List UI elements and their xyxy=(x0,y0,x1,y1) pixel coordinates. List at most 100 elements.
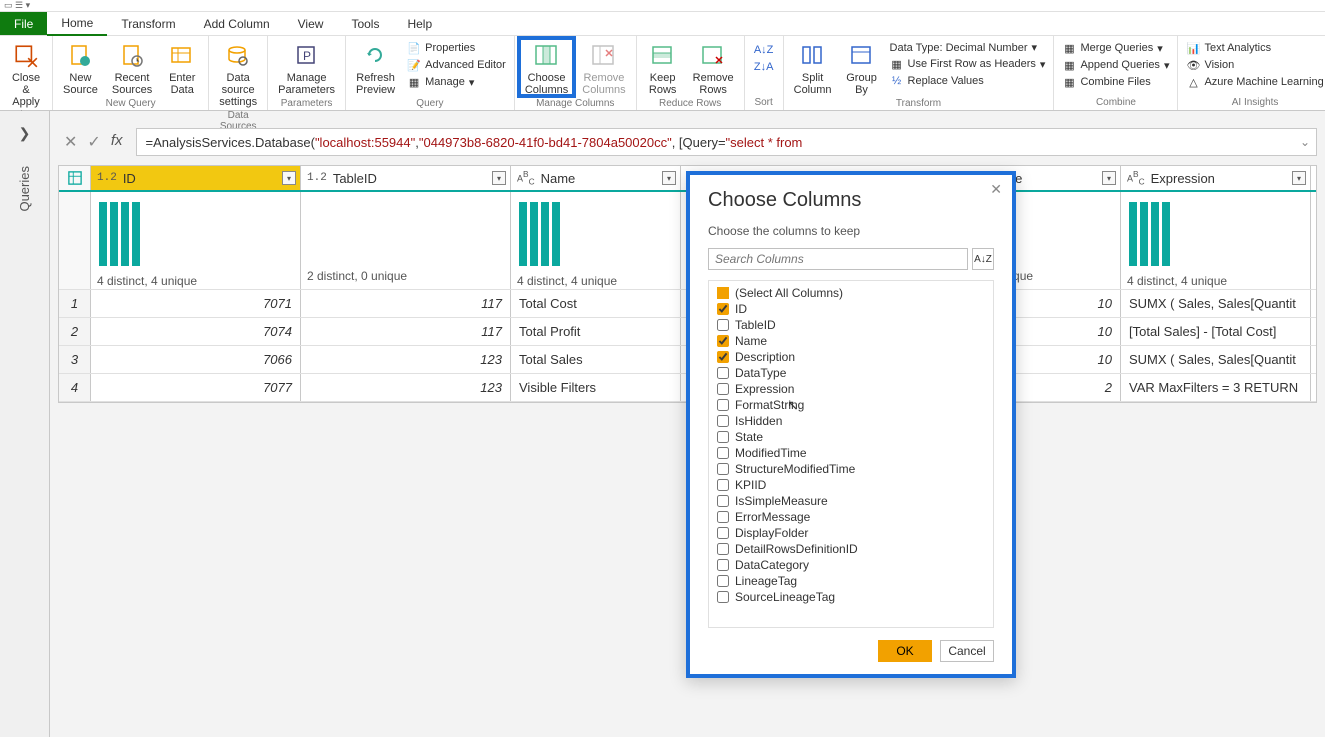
column-header-Expression[interactable]: ABCExpression▾ xyxy=(1121,166,1311,190)
data-source-settings-button[interactable]: Data source settings xyxy=(213,38,263,108)
formula-cancel-button[interactable]: ✕ xyxy=(64,132,77,152)
choose-columns-button[interactable]: Choose Columns xyxy=(519,38,574,96)
tab-home[interactable]: Home xyxy=(47,12,107,36)
column-checkbox-item[interactable]: DataCategory xyxy=(717,557,985,573)
column-checkbox[interactable] xyxy=(717,495,729,507)
enter-data-button[interactable]: Enter Data xyxy=(160,38,204,96)
column-checkbox[interactable] xyxy=(717,415,729,427)
column-checkbox[interactable] xyxy=(717,527,729,539)
search-columns-input[interactable] xyxy=(708,248,968,270)
column-checkbox-item[interactable]: KPIID xyxy=(717,477,985,493)
column-header-TableID[interactable]: 1.2TableID▾ xyxy=(301,166,511,190)
ok-button[interactable]: OK xyxy=(878,640,932,662)
combine-files-button[interactable]: ▦Combine Files xyxy=(1058,74,1173,90)
column-checkbox[interactable] xyxy=(717,591,729,603)
group-label-sort: Sort xyxy=(749,95,779,110)
tab-view[interactable]: View xyxy=(284,12,338,35)
column-checkbox-item[interactable]: TableID xyxy=(717,317,985,333)
column-filter-button[interactable]: ▾ xyxy=(662,171,676,185)
formula-expand-button[interactable]: ⌄ xyxy=(1300,135,1310,149)
remove-columns-button[interactable]: Remove Columns xyxy=(576,38,631,96)
column-filter-button[interactable]: ▾ xyxy=(1292,171,1306,185)
advanced-editor-button[interactable]: 📝Advanced Editor xyxy=(403,57,510,73)
column-checkbox-item[interactable]: SourceLineageTag xyxy=(717,589,985,605)
column-header-ID[interactable]: 1.2ID▾ xyxy=(91,166,301,190)
column-checkbox[interactable] xyxy=(717,431,729,443)
sidebar-expand-button[interactable]: ❯ xyxy=(19,125,31,142)
table-corner[interactable] xyxy=(59,166,91,190)
properties-button[interactable]: 📄Properties xyxy=(403,40,510,56)
column-checkbox-item[interactable]: ModifiedTime xyxy=(717,445,985,461)
column-checkbox-item[interactable]: DataType xyxy=(717,365,985,381)
data-type-button[interactable]: Data Type: Decimal Number ▾ xyxy=(886,40,1050,55)
column-filter-button[interactable]: ▾ xyxy=(282,171,296,185)
column-checkbox[interactable] xyxy=(717,351,729,363)
column-checkbox-item[interactable]: ID xyxy=(717,301,985,317)
sort-desc-button[interactable]: Z↓A xyxy=(753,59,775,75)
close-apply-button[interactable]: Close & Apply xyxy=(4,38,48,108)
column-checkbox[interactable] xyxy=(717,399,729,411)
cancel-button[interactable]: Cancel xyxy=(940,640,994,662)
group-label-newquery: New Query xyxy=(57,96,204,111)
column-checkbox-item[interactable]: DisplayFolder xyxy=(717,525,985,541)
sort-asc-button[interactable]: A↓Z xyxy=(753,42,775,58)
tab-help[interactable]: Help xyxy=(393,12,446,35)
headers-icon: ▦ xyxy=(890,57,904,71)
sort-columns-button[interactable]: A↓Z xyxy=(972,248,994,270)
formula-input[interactable]: = AnalysisServices.Database( "localhost:… xyxy=(136,128,1317,156)
formula-commit-button[interactable]: ✓ xyxy=(87,132,100,152)
new-source-button[interactable]: New Source xyxy=(57,38,104,96)
column-checkbox[interactable] xyxy=(717,463,729,475)
column-checkbox-item[interactable]: State xyxy=(717,429,985,445)
column-checkbox-item[interactable]: LineageTag xyxy=(717,573,985,589)
tab-file[interactable]: File xyxy=(0,12,47,35)
group-by-button[interactable]: Group By xyxy=(840,38,884,96)
column-checkbox-item[interactable]: DetailRowsDefinitionID xyxy=(717,541,985,557)
column-profile: 4 distinct, 4 unique xyxy=(1121,192,1311,289)
remove-rows-button[interactable]: Remove Rows xyxy=(687,38,740,96)
azure-ml-icon: △ xyxy=(1186,75,1200,89)
column-header-Name[interactable]: ABCName▾ xyxy=(511,166,681,190)
append-queries-button[interactable]: ▦Append Queries ▾ xyxy=(1058,57,1173,73)
column-checkbox[interactable] xyxy=(717,543,729,555)
text-analytics-button[interactable]: 📊Text Analytics xyxy=(1182,40,1325,56)
tab-tools[interactable]: Tools xyxy=(337,12,393,35)
refresh-preview-button[interactable]: Refresh Preview xyxy=(350,38,401,96)
column-checkbox-item[interactable]: Description xyxy=(717,349,985,365)
keep-rows-button[interactable]: Keep Rows xyxy=(641,38,685,96)
column-filter-button[interactable]: ▾ xyxy=(492,171,506,185)
column-checkbox[interactable] xyxy=(717,319,729,331)
column-checkbox[interactable] xyxy=(717,303,729,315)
column-checkbox[interactable] xyxy=(717,367,729,379)
column-checkbox[interactable] xyxy=(717,559,729,571)
replace-values-button[interactable]: ½Replace Values xyxy=(886,73,1050,89)
select-all-item[interactable]: (Select All Columns) xyxy=(717,285,985,301)
split-column-button[interactable]: Split Column xyxy=(788,38,838,96)
column-checkbox-item[interactable]: Expression xyxy=(717,381,985,397)
first-row-headers-button[interactable]: ▦Use First Row as Headers ▾ xyxy=(886,56,1050,72)
vision-button[interactable]: 👁Vision xyxy=(1182,57,1325,73)
dialog-close-button[interactable]: ✕ xyxy=(990,181,1002,198)
column-checkbox-item[interactable]: FormatString xyxy=(717,397,985,413)
manage-parameters-button[interactable]: PManage Parameters xyxy=(272,38,341,96)
column-checkbox-item[interactable]: IsHidden xyxy=(717,413,985,429)
column-checkbox[interactable] xyxy=(717,479,729,491)
column-checkbox[interactable] xyxy=(717,511,729,523)
column-checkbox[interactable] xyxy=(717,335,729,347)
column-checkbox[interactable] xyxy=(717,383,729,395)
tab-transform[interactable]: Transform xyxy=(107,12,189,35)
column-checkbox-item[interactable]: Name xyxy=(717,333,985,349)
group-by-icon xyxy=(848,42,876,70)
column-checkbox-item[interactable]: StructureModifiedTime xyxy=(717,461,985,477)
merge-queries-button[interactable]: ▦Merge Queries ▾ xyxy=(1058,40,1173,56)
column-checkbox[interactable] xyxy=(717,575,729,587)
column-checkbox-item[interactable]: IsSimpleMeasure xyxy=(717,493,985,509)
azure-ml-button[interactable]: △Azure Machine Learning xyxy=(1182,74,1325,90)
manage-query-button[interactable]: ▦Manage ▾ xyxy=(403,74,510,90)
group-data-sources: Data source settings Data Sources xyxy=(209,36,268,110)
column-checkbox[interactable] xyxy=(717,447,729,459)
tab-add-column[interactable]: Add Column xyxy=(190,12,284,35)
column-filter-button[interactable]: ▾ xyxy=(1102,171,1116,185)
recent-sources-button[interactable]: Recent Sources xyxy=(106,38,158,96)
column-checkbox-item[interactable]: ErrorMessage xyxy=(717,509,985,525)
